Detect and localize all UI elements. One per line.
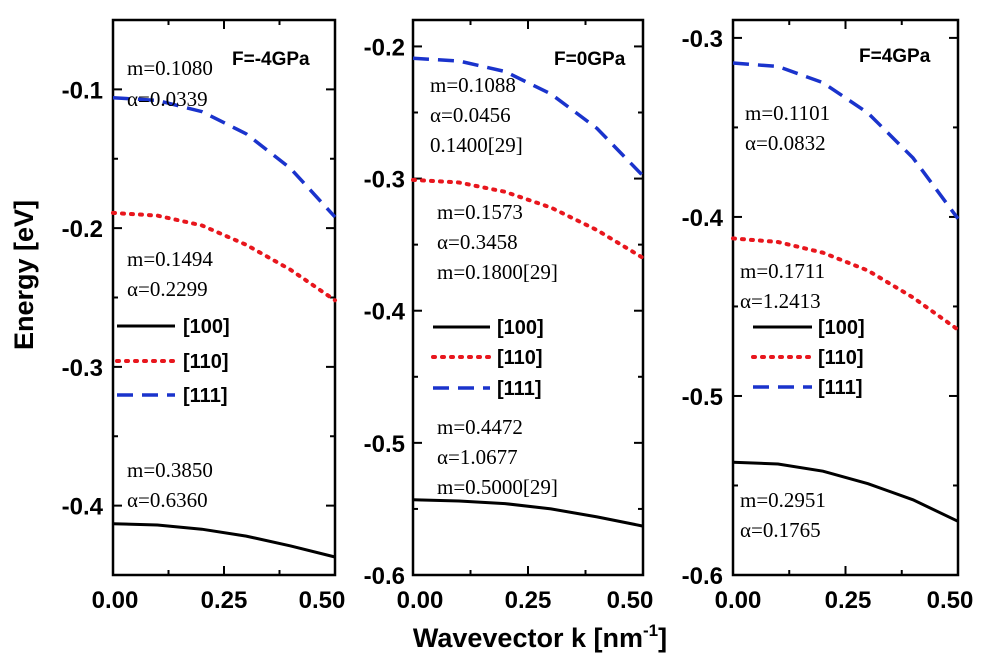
x-axis-title-superscript: -1	[643, 621, 658, 640]
series-100-curve	[732, 460, 959, 523]
panel-2-ytick-label: -0.6	[364, 563, 405, 590]
x-axis-title-main: Wavevector k [nm	[413, 623, 643, 653]
legend-100-label: [100]	[818, 317, 865, 339]
series-110-curve	[731, 236, 960, 332]
legend-110-label: [110]	[818, 347, 864, 369]
panel-3-series-group	[731, 61, 960, 523]
panel-2-annotation-111-ref: 0.1400[29]	[430, 133, 523, 157]
legend-110-label: [110]	[183, 351, 229, 373]
panel-3-legend: [100] [110] [111]	[751, 317, 865, 399]
panel-3-ytick-label: -0.4	[682, 205, 724, 232]
panel-1-ytick-label: -0.1	[62, 77, 103, 104]
panel-2-xtick-label: 0.00	[397, 587, 444, 614]
panel-f-0gpa: -0.2 -0.3 -0.4 -0.5 -0.6 0.00 0.25 0.50 …	[364, 18, 654, 614]
panel-3-xtick-label: 0.50	[927, 587, 974, 614]
panel-3-annotation-111-alpha: α=0.0832	[745, 131, 826, 155]
panel-2-xtick-label: 0.25	[505, 587, 552, 614]
panel-1-annotation-110-m: m=0.1494	[127, 247, 213, 271]
legend-100-label: [100]	[183, 316, 230, 338]
series-110-curve	[411, 177, 645, 260]
panel-1-annotation-100-m: m=0.3850	[127, 458, 213, 482]
y-axis-title: Energy [eV]	[9, 200, 39, 350]
panel-2-annotation-111-alpha: α=0.0456	[430, 103, 511, 127]
panel-2-ticks	[412, 20, 644, 576]
panel-2-annotation-110-m: m=0.1573	[437, 200, 523, 224]
series-110-curve	[111, 210, 337, 303]
panel-2-title: F=0GPa	[554, 49, 626, 70]
legend-111-label: [111]	[497, 378, 541, 400]
panel-2-annotation-110-alpha: α=0.3458	[437, 230, 518, 254]
panel-2-annotation-100-ref: m=0.5000[29]	[437, 475, 558, 499]
panel-1-xtick-label: 0.50	[299, 587, 346, 614]
panel-1-ytick-label: -0.2	[62, 216, 103, 243]
legend-111-label: [111]	[818, 377, 862, 399]
panel-1-ytick-label: -0.3	[62, 355, 103, 382]
panel-3-annotation-100-alpha: α=0.1765	[740, 518, 821, 542]
panel-1-annotation-100-alpha: α=0.6360	[127, 488, 208, 512]
panel-1-title: F=-4GPa	[232, 49, 310, 70]
panel-3-xtick-label: 0.00	[715, 587, 762, 614]
panel-2-ytick-label: -0.3	[364, 167, 405, 194]
panel-1-ticks	[112, 20, 336, 576]
panel-2-ytick-label: -0.2	[364, 34, 405, 61]
panel-3-annotation-110-m: m=0.1711	[740, 259, 825, 283]
panel-2-xtick-label: 0.50	[607, 587, 654, 614]
legend-111-label: [111]	[183, 385, 227, 407]
panel-2-ytick-label: -0.5	[364, 431, 405, 458]
series-111-curve	[732, 61, 960, 220]
series-100-curve	[112, 522, 336, 559]
series-100-curve	[412, 498, 644, 528]
x-axis-title: Wavevector k [nm-1]	[413, 621, 667, 653]
panel-3-annotation-110-alpha: α=1.2413	[740, 289, 821, 313]
panel-3-xtick-label: 0.25	[825, 587, 872, 614]
panel-1-series-group	[111, 95, 337, 559]
panel-3-ytick-label: -0.5	[682, 384, 723, 411]
panel-1-legend: [100] [110] [111]	[115, 316, 230, 407]
series-111-curve	[412, 56, 645, 178]
panel-1-xtick-label: 0.25	[201, 587, 248, 614]
panel-f-4gpa: -0.3 -0.4 -0.5 -0.6 0.00 0.25 0.50 F=4GP…	[682, 18, 974, 614]
panel-1-annotation-110-alpha: α=0.2299	[127, 277, 208, 301]
legend-100-label: [100]	[497, 317, 544, 339]
panel-3-annotation-100-m: m=0.2951	[740, 488, 826, 512]
x-axis-title-end: ]	[658, 623, 667, 653]
panel-2-annotation-100-alpha: α=1.0677	[437, 445, 518, 469]
panel-1-annotation-111-alpha: α=0.0339	[127, 87, 208, 111]
panel-2-annotation-111-m: m=0.1088	[430, 73, 516, 97]
panel-f-minus-4gpa: -0.1 -0.2 -0.3 -0.4 0.00 0.25 0.50 F=-4G…	[62, 18, 346, 614]
panel-2-series-group	[411, 56, 645, 528]
panel-2-ytick-label: -0.4	[364, 299, 406, 326]
panel-3-ytick-label: -0.3	[682, 26, 723, 53]
panel-3-title: F=4GPa	[859, 46, 931, 67]
panel-3-ytick-label: -0.6	[682, 563, 723, 590]
panel-2-annotation-100-m: m=0.4472	[437, 415, 523, 439]
panel-3-annotation-111-m: m=0.1101	[745, 101, 830, 125]
panel-1-ytick-label: -0.4	[62, 494, 104, 521]
panel-2-annotation-110-ref: m=0.1800[29]	[437, 260, 558, 284]
panel-1-annotation-111-m: m=0.1080	[127, 56, 213, 80]
series-111-curve	[112, 95, 337, 219]
legend-110-label: [110]	[497, 347, 543, 369]
panel-1-xtick-label: 0.00	[92, 587, 139, 614]
panel-2-legend: [100] [110] [111]	[431, 317, 544, 400]
